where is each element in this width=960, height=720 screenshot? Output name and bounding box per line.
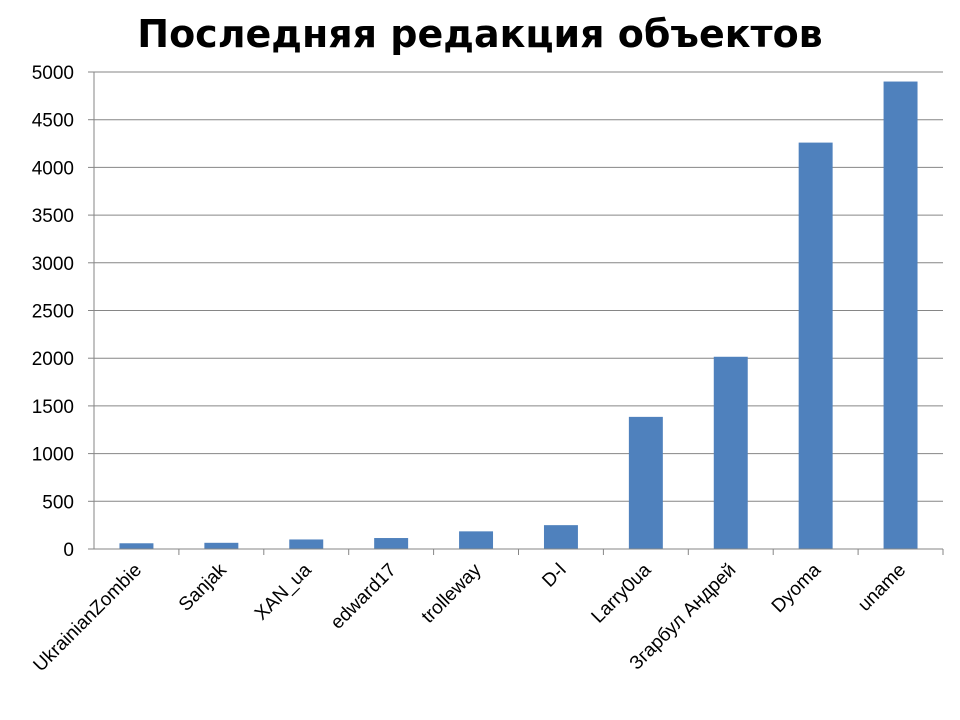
y-tick-label: 2500: [32, 302, 74, 323]
bar: [628, 416, 663, 549]
y-tick-label: 500: [42, 492, 74, 513]
y-tick-label: 3500: [32, 206, 74, 227]
bar: [204, 542, 239, 549]
x-tick-label: Dyoma: [768, 559, 826, 617]
bar: [798, 142, 833, 549]
y-tick-label: 0: [63, 540, 74, 561]
y-tick-label: 3000: [32, 254, 74, 275]
y-tick-labels: 0 500 1000 1500 2000 2500 3000 3500 4000 4500 5000: [32, 63, 74, 561]
y-tick-label: 4000: [32, 158, 74, 179]
bar: [883, 81, 918, 549]
bar: [119, 543, 154, 549]
chart-title: Последняя редакция объектов: [137, 12, 823, 56]
bar: [459, 531, 494, 549]
x-tick-label: XAN_ua: [251, 559, 316, 624]
bar: [289, 539, 324, 549]
bar: [543, 525, 578, 549]
x-tick-label: Sanjak: [175, 559, 231, 615]
x-tick-label: UkrainianZombie: [30, 560, 146, 676]
x-tick-label: Larry0ua: [588, 559, 656, 627]
y-tick-label: 4500: [32, 111, 74, 132]
x-tick-label: D-l: [538, 560, 570, 592]
axes: [88, 71, 944, 555]
x-tick-label: uname: [854, 560, 910, 616]
y-tick-label: 5000: [32, 63, 74, 84]
y-tick-label: 1000: [32, 445, 74, 466]
y-tick-label: 2000: [32, 349, 74, 370]
y-tick-label: 1500: [32, 397, 74, 418]
x-tick-label: edward17: [327, 560, 401, 634]
bars: [119, 81, 918, 549]
x-tick-labels: UkrainianZombie Sanjak XAN_ua edward17 troll…: [30, 559, 911, 676]
bar: [374, 538, 409, 549]
x-tick-label: trolleway: [418, 559, 486, 627]
bar: [713, 356, 748, 549]
